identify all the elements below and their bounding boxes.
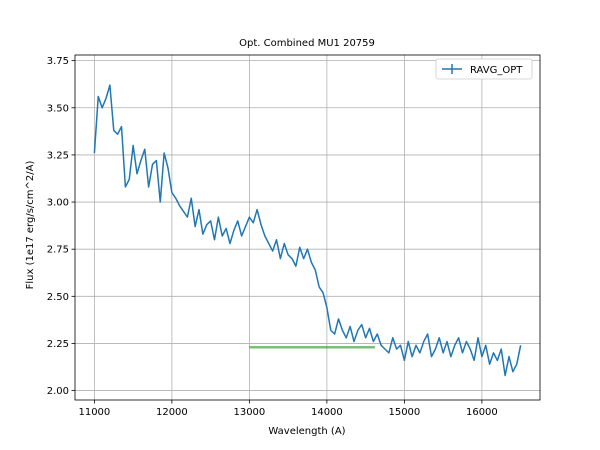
chart-title: Opt. Combined MU1 20759 bbox=[239, 38, 375, 49]
plot-frame bbox=[74, 54, 541, 401]
legend-entry-ravg-opt: RAVG_OPT bbox=[470, 65, 523, 76]
y-ticks: 2.00 2.25 2.50 2.75 3.00 3.25 3.50 3.75 bbox=[47, 56, 75, 397]
x-tick-label: 16000 bbox=[466, 407, 498, 418]
y-tick-label: 2.75 bbox=[47, 245, 69, 256]
x-axis-label: Wavelength (A) bbox=[268, 426, 345, 437]
series-line-ravg-opt bbox=[93, 84, 522, 377]
y-axis-label: Flux (1e17 erg/s/cm^2/A) bbox=[25, 161, 36, 290]
legend: RAVG_OPT bbox=[435, 58, 533, 80]
y-tick-label: 2.50 bbox=[47, 292, 69, 303]
x-tick-label: 11000 bbox=[78, 407, 110, 418]
y-tick-label: 2.00 bbox=[47, 386, 69, 397]
y-tick-label: 3.25 bbox=[47, 150, 69, 161]
legend-box bbox=[435, 58, 533, 80]
x-ticks: 11000 12000 13000 14000 15000 16000 bbox=[78, 400, 498, 418]
y-tick-label: 2.25 bbox=[47, 339, 69, 350]
x-tick-label: 15000 bbox=[388, 407, 420, 418]
x-tick-label: 14000 bbox=[311, 407, 343, 418]
x-tick-label: 13000 bbox=[233, 407, 265, 418]
y-tick-label: 3.50 bbox=[47, 103, 69, 114]
series-layer bbox=[93, 84, 522, 377]
y-tick-label: 3.00 bbox=[47, 198, 69, 209]
x-tick-label: 12000 bbox=[156, 407, 188, 418]
y-tick-label: 3.75 bbox=[47, 56, 69, 67]
